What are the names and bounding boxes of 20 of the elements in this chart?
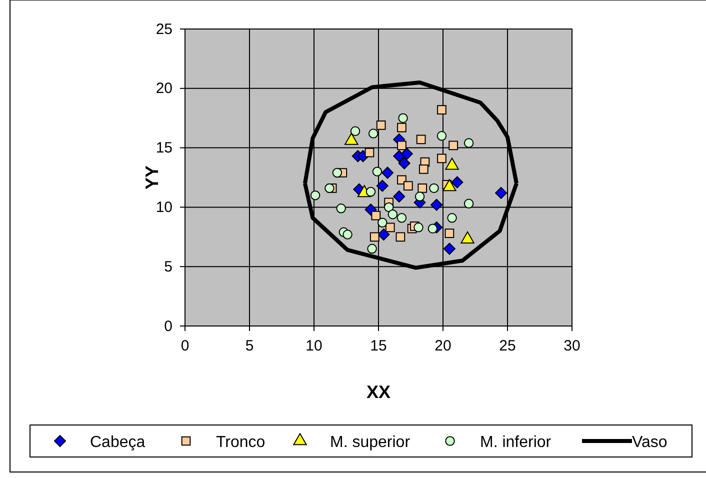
y-tick-label: 20 bbox=[156, 80, 172, 98]
y-tick-label: 0 bbox=[164, 318, 172, 335]
legend-label: Tronco bbox=[216, 434, 266, 451]
x-tick-label: 25 bbox=[499, 338, 516, 354]
y-tick-label: 10 bbox=[156, 199, 172, 216]
legend-label: Cabeça bbox=[90, 434, 146, 451]
x-tick-label: 10 bbox=[306, 338, 322, 354]
y-tick-label: 5 bbox=[164, 258, 172, 276]
legend-label: Vaso bbox=[632, 434, 668, 451]
y-tick-label: 15 bbox=[156, 140, 172, 157]
x-tick-label: 20 bbox=[434, 338, 452, 354]
y-axis-title: YY bbox=[142, 165, 162, 190]
x-tick-label: 5 bbox=[245, 338, 254, 354]
x-tick-label: 15 bbox=[370, 338, 387, 354]
x-tick-label: 30 bbox=[564, 338, 580, 354]
legend-label: M. inferior bbox=[480, 434, 552, 451]
legend-label: M. superior bbox=[330, 434, 411, 451]
x-tick-label: 0 bbox=[180, 338, 190, 354]
y-tick-label: 25 bbox=[156, 20, 172, 38]
x-axis-title: XX bbox=[366, 382, 391, 402]
